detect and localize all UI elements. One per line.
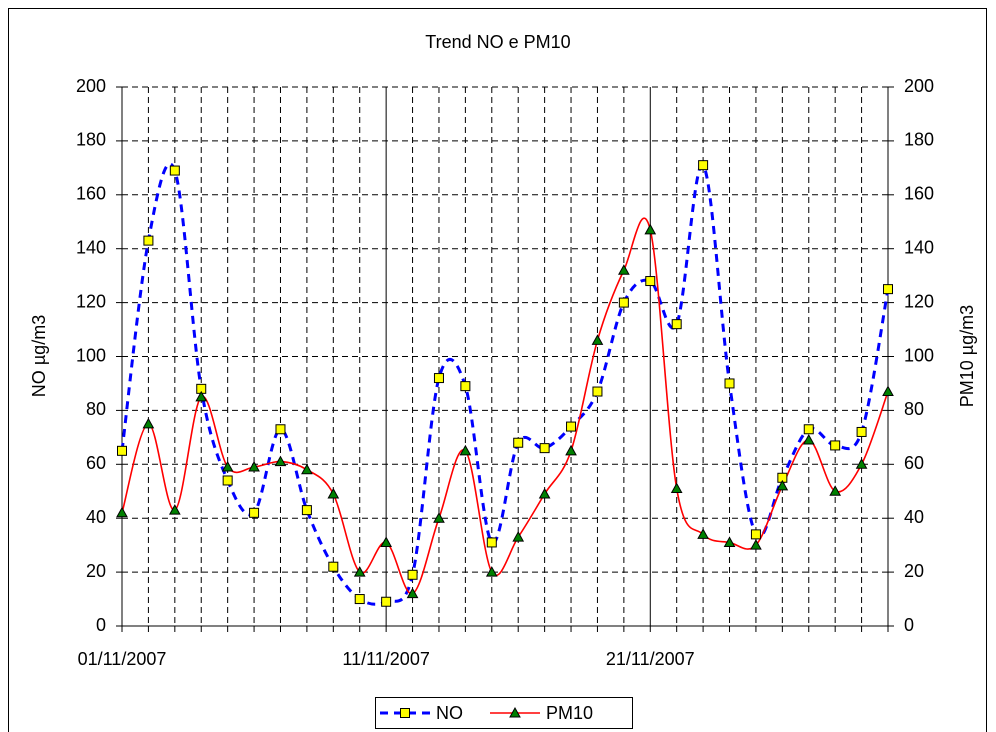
marker (776, 479, 789, 491)
marker (142, 417, 155, 429)
y2-tick-label: 100 (904, 345, 934, 365)
marker (802, 434, 815, 445)
y2-axis-label: PM10 µg/m3 (957, 305, 977, 407)
y-tick-label: 80 (86, 399, 106, 419)
marker (644, 223, 657, 235)
marker (248, 460, 260, 472)
marker (221, 460, 234, 472)
marker (406, 587, 419, 599)
marker (301, 463, 313, 475)
marker (275, 424, 286, 435)
x-tick-label: 21/11/2007 (606, 649, 695, 669)
x-tick-label: 01/11/2007 (78, 649, 167, 669)
marker (407, 569, 418, 580)
marker (459, 444, 472, 456)
y-tick-label: 180 (76, 130, 106, 150)
y-tick-label: 160 (76, 184, 106, 204)
marker (512, 531, 525, 542)
y-tick-label: 40 (86, 507, 106, 527)
y2-tick-label: 80 (904, 399, 924, 419)
marker (856, 426, 867, 437)
y2-tick-label: 40 (904, 507, 924, 527)
marker (433, 373, 444, 384)
marker (592, 386, 603, 397)
y2-tick-label: 20 (904, 561, 924, 581)
y-tick-label: 200 (76, 76, 106, 96)
marker (670, 482, 683, 494)
marker (618, 264, 630, 275)
marker (380, 536, 392, 547)
y2-tick-label: 60 (904, 453, 924, 473)
y-tick-label: 20 (86, 561, 106, 581)
marker (671, 319, 682, 330)
marker (168, 504, 181, 515)
marker (565, 444, 577, 456)
marker (328, 561, 339, 572)
legend-label: PM10 (546, 703, 593, 723)
marker (222, 475, 233, 486)
marker (381, 596, 392, 607)
marker (539, 443, 550, 454)
marker (883, 284, 893, 295)
marker (353, 566, 366, 577)
marker (249, 507, 260, 518)
marker (143, 235, 154, 246)
marker (855, 458, 868, 469)
y2-tick-label: 180 (904, 130, 934, 150)
y2-tick-label: 140 (904, 237, 934, 257)
marker (117, 445, 127, 456)
marker (724, 378, 735, 389)
marker (723, 536, 736, 547)
marker (882, 385, 894, 397)
marker (460, 381, 471, 392)
marker (301, 505, 312, 516)
y2-tick-label: 160 (904, 184, 934, 204)
y-tick-label: 100 (76, 345, 106, 365)
y-tick-label: 60 (86, 453, 106, 473)
y2-tick-label: 0 (904, 615, 914, 635)
x-tick-label: 11/11/2007 (342, 649, 429, 669)
marker (750, 529, 761, 540)
marker (698, 160, 709, 171)
y2-tick-label: 120 (904, 291, 934, 311)
marker (486, 537, 497, 548)
marker (433, 512, 445, 523)
y-tick-label: 120 (76, 291, 106, 311)
y-axis-label: NO µg/m3 (29, 315, 49, 397)
marker (566, 421, 577, 432)
chart-frame (8, 8, 987, 732)
marker (645, 276, 656, 287)
marker (829, 485, 842, 496)
marker (803, 424, 814, 435)
marker (274, 455, 287, 467)
marker (513, 437, 524, 448)
marker (169, 165, 180, 176)
marker (116, 506, 128, 518)
marker (354, 594, 365, 605)
marker (538, 487, 551, 499)
marker (591, 334, 604, 345)
y2-tick-label: 200 (904, 76, 934, 96)
legend-marker (509, 706, 521, 718)
y-tick-label: 0 (96, 615, 106, 635)
marker (618, 297, 629, 308)
legend-label: NO (436, 703, 463, 723)
legend-marker (400, 708, 410, 718)
marker (697, 528, 709, 539)
y-tick-label: 140 (76, 237, 106, 257)
marker (485, 566, 498, 577)
marker (830, 440, 841, 451)
marker (750, 539, 762, 550)
marker (327, 487, 340, 499)
chart-title: Trend NO e PM10 (425, 32, 570, 52)
marker (195, 390, 208, 402)
